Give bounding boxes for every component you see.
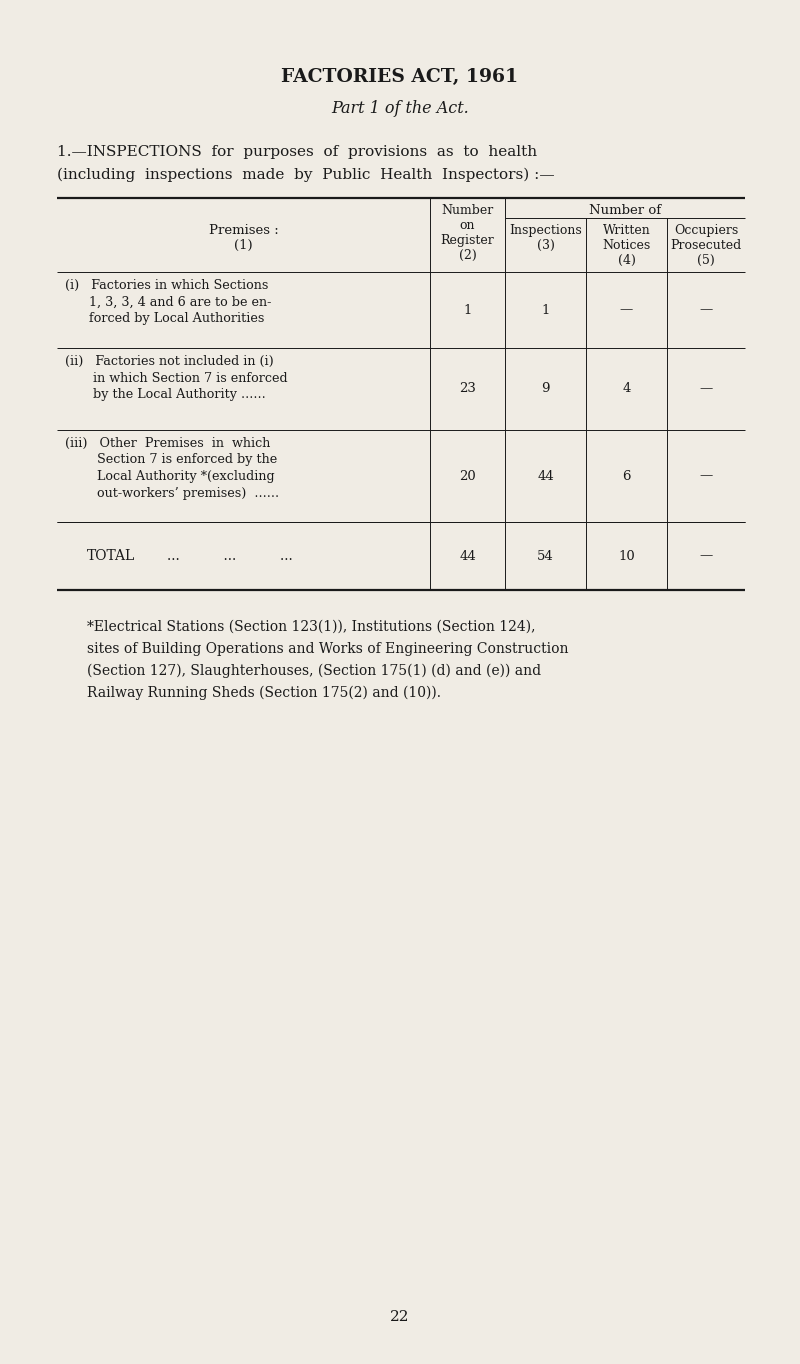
Text: (i)   Factories in which Sections: (i) Factories in which Sections — [65, 280, 268, 292]
Text: Occupiers
Prosecuted
(5): Occupiers Prosecuted (5) — [670, 224, 742, 267]
Text: 23: 23 — [459, 382, 476, 396]
Text: —: — — [620, 304, 633, 316]
Text: *Electrical Stations (Section 123(1)), Institutions (Section 124),: *Electrical Stations (Section 123(1)), I… — [87, 621, 535, 634]
Text: 10: 10 — [618, 550, 635, 562]
Text: 1: 1 — [463, 304, 472, 316]
Text: FACTORIES ACT, 1961: FACTORIES ACT, 1961 — [282, 68, 518, 86]
Text: 54: 54 — [537, 550, 554, 562]
Text: ...          ...          ...: ... ... ... — [167, 548, 293, 563]
Text: Written
Notices
(4): Written Notices (4) — [602, 224, 650, 267]
Text: 1: 1 — [542, 304, 550, 316]
Text: 4: 4 — [622, 382, 630, 396]
Text: —: — — [699, 382, 713, 396]
Text: sites of Building Operations and Works of Engineering Construction: sites of Building Operations and Works o… — [87, 642, 569, 656]
Text: —: — — [699, 469, 713, 483]
Text: (iii)   Other  Premises  in  which: (iii) Other Premises in which — [65, 436, 270, 450]
Text: Railway Running Sheds (Section 175(2) and (10)).: Railway Running Sheds (Section 175(2) an… — [87, 686, 441, 700]
Text: —: — — [699, 304, 713, 316]
Text: 22: 22 — [390, 1309, 410, 1324]
Text: 1.—INSPECTIONS  for  purposes  of  provisions  as  to  health: 1.—INSPECTIONS for purposes of provision… — [57, 145, 537, 160]
Text: Premises :
(1): Premises : (1) — [209, 224, 278, 252]
Text: (Section 127), Slaughterhouses, (Section 175(1) (d) and (e)) and: (Section 127), Slaughterhouses, (Section… — [87, 664, 541, 678]
Text: 44: 44 — [537, 469, 554, 483]
Text: out-workers’ premises)  ......: out-workers’ premises) ...... — [65, 487, 279, 499]
Text: Local Authority *(excluding: Local Authority *(excluding — [65, 471, 274, 483]
Text: —: — — [699, 550, 713, 562]
Text: 20: 20 — [459, 469, 476, 483]
Text: Number
on
Register
(2): Number on Register (2) — [441, 205, 494, 262]
Text: 44: 44 — [459, 550, 476, 562]
Text: in which Section 7 is enforced: in which Section 7 is enforced — [65, 371, 288, 385]
Text: 9: 9 — [542, 382, 550, 396]
Text: by the Local Authority ......: by the Local Authority ...... — [65, 387, 266, 401]
Text: Section 7 is enforced by the: Section 7 is enforced by the — [65, 453, 278, 466]
Text: 6: 6 — [622, 469, 630, 483]
Text: TOTAL: TOTAL — [87, 548, 135, 563]
Text: Inspections
(3): Inspections (3) — [509, 224, 582, 252]
Text: Number of: Number of — [589, 205, 661, 217]
Text: (ii)   Factories not included in (i): (ii) Factories not included in (i) — [65, 355, 274, 368]
Text: (including  inspections  made  by  Public  Health  Inspectors) :—: (including inspections made by Public He… — [57, 168, 554, 183]
Text: Part 1 of the Act.: Part 1 of the Act. — [331, 100, 469, 117]
Text: forced by Local Authorities: forced by Local Authorities — [65, 312, 264, 325]
Text: 1, 3, 3, 4 and 6 are to be en-: 1, 3, 3, 4 and 6 are to be en- — [65, 296, 271, 308]
